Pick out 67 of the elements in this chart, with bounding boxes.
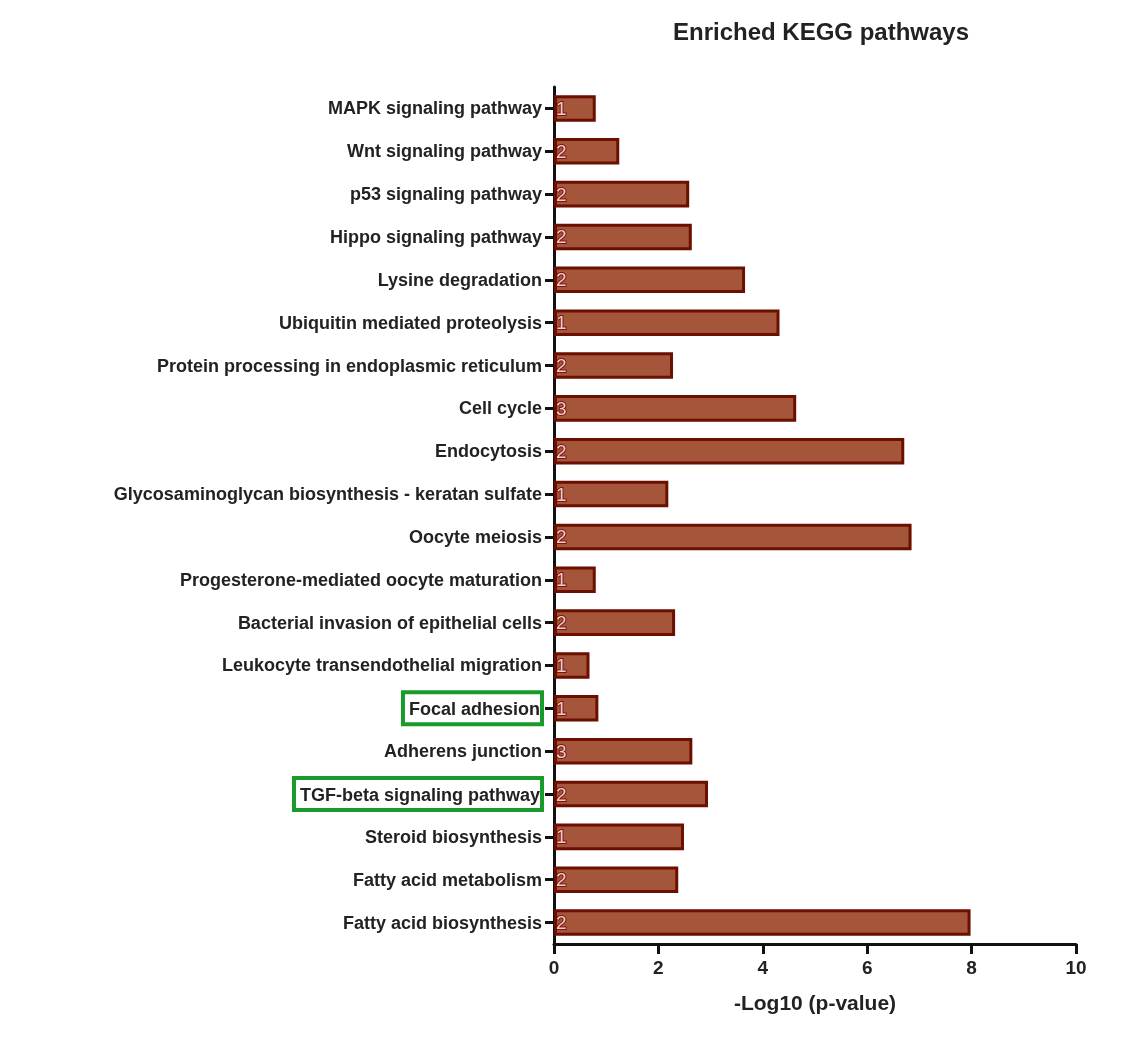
annotation: 1 (556, 826, 567, 848)
bar (554, 823, 684, 851)
annotation: 2 (556, 612, 567, 634)
y-tick-label: Fatty acid biosynthesis (342, 912, 542, 933)
annotation: 1 (556, 97, 567, 119)
bar (554, 566, 596, 594)
annotation: 1 (556, 569, 567, 591)
bar (554, 609, 676, 636)
bar (554, 309, 780, 336)
y-tick-label: TGF-beta signaling pathway (299, 785, 540, 806)
bar (554, 737, 693, 765)
annotation: 1 (556, 483, 567, 505)
y-tick-label: Cell cycle (458, 398, 542, 419)
bar (554, 866, 679, 894)
annotation: 2 (556, 526, 567, 548)
y-tick-label: Protein processing in endoplasmic reticulum (156, 355, 542, 376)
annotation: 2 (556, 355, 567, 377)
x-tick-label: 4 (757, 957, 769, 978)
annotation: 2 (556, 869, 567, 891)
bar (554, 523, 912, 551)
x-tick-label: 8 (966, 957, 977, 978)
annotation: 3 (556, 397, 567, 419)
annotation: 2 (556, 269, 567, 291)
bar (554, 395, 797, 422)
y-tick-label: Fatty acid metabolism (352, 869, 542, 890)
bar (554, 95, 596, 122)
y-tick-label: Hippo signaling pathway (329, 226, 542, 247)
bar (554, 909, 971, 936)
annotation: 1 (556, 654, 567, 676)
chart-title: Enriched KEGG pathways (672, 17, 970, 45)
x-tick-label: 2 (653, 957, 664, 978)
bar (554, 780, 708, 808)
bar (554, 137, 620, 165)
annotation: 2 (556, 783, 567, 805)
x-tick-label: 0 (548, 957, 560, 978)
bar (554, 695, 599, 722)
bar (554, 480, 669, 508)
y-tick-label: Lysine degradation (377, 269, 542, 290)
annotation: 2 (556, 440, 567, 462)
y-tick-label: MAPK signaling pathway (327, 98, 542, 119)
annotation: 2 (556, 183, 567, 205)
y-tick-label: Wnt signaling pathway (346, 141, 542, 162)
x-tick-label: 10 (1065, 957, 1087, 978)
bar (554, 266, 746, 294)
annotation: 2 (556, 912, 567, 934)
x-tick-label: 6 (861, 957, 873, 978)
y-tick-label: Steroid biosynthesis (364, 826, 542, 847)
y-tick-label: p53 signaling pathway (349, 184, 542, 205)
annotation: 1 (556, 697, 567, 719)
y-tick-label: Ubiquitin mediated proteolysis (278, 312, 542, 333)
y-tick-label: Focal adhesion (408, 699, 540, 720)
bar (554, 437, 905, 465)
bar (554, 223, 692, 251)
bar (554, 352, 674, 379)
y-tick-label: Adherens junction (383, 741, 542, 762)
annotation: 2 (556, 140, 567, 162)
y-tick-label: Leukocyte transendothelial migration (221, 655, 542, 676)
y-tick-label: Progesterone-mediated oocyte maturation (179, 569, 542, 590)
x-axis-title: -Log10 (p-value) (733, 991, 897, 1014)
y-tick-label: Endocytosis (434, 441, 542, 462)
y-tick-label: Oocyte meiosis (408, 526, 542, 547)
bar (554, 180, 690, 208)
y-tick-label: Bacterial invasion of epithelial cells (237, 612, 542, 633)
annotation: 3 (556, 740, 567, 762)
annotation: 1 (556, 312, 567, 334)
y-tick-label: Glycosaminoglycan biosynthesis - keratan sulfate (113, 484, 542, 505)
annotation: 2 (556, 226, 567, 248)
